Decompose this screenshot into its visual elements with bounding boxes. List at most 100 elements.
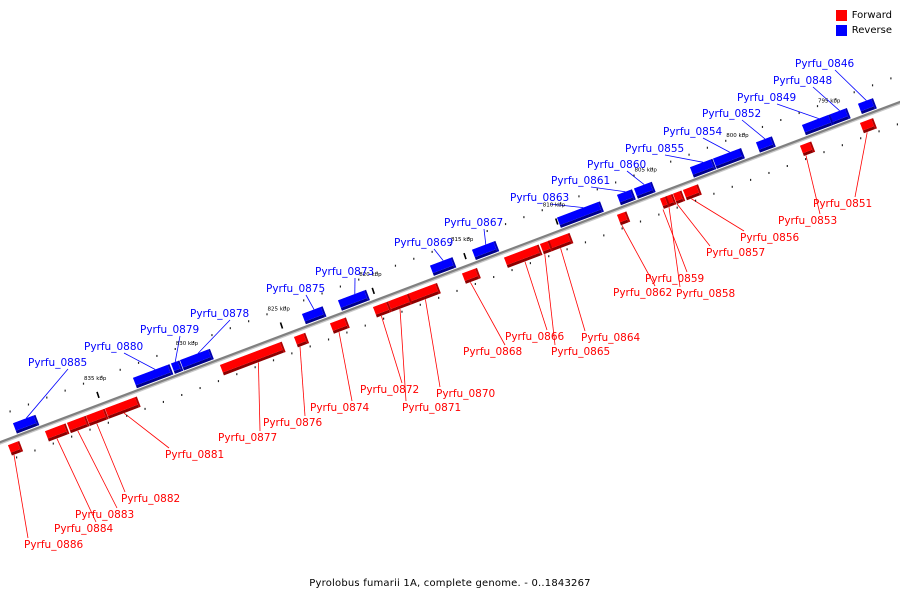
gene-label[interactable]: Pyrfu_0867	[444, 217, 503, 229]
gene-label[interactable]: Pyrfu_0854	[663, 126, 723, 138]
gene-block[interactable]	[13, 414, 40, 434]
gene-block[interactable]	[430, 257, 457, 276]
gene-block[interactable]	[800, 141, 816, 156]
gene-block[interactable]	[45, 423, 70, 442]
gene-label[interactable]: Pyrfu_0870	[436, 388, 495, 400]
major-tick	[96, 391, 100, 399]
gene-block-top	[302, 306, 322, 316]
gene-block-face	[408, 283, 438, 302]
gene-block-top	[756, 137, 771, 145]
gene-block[interactable]	[462, 267, 481, 284]
gene-label[interactable]: Pyrfu_0860	[587, 159, 646, 171]
gene-label[interactable]: Pyrfu_0846	[795, 58, 855, 70]
gene-label[interactable]: Pyrfu_0882	[121, 493, 180, 505]
gene-block[interactable]	[472, 240, 500, 261]
gene-block[interactable]	[294, 332, 310, 348]
gene-block[interactable]	[683, 184, 702, 201]
gene-block[interactable]	[86, 408, 109, 426]
gene-label[interactable]: Pyrfu_0856	[740, 232, 800, 244]
gene-block-end	[809, 141, 816, 153]
gene-label[interactable]: Pyrfu_0859	[645, 273, 704, 285]
gene-block[interactable]	[860, 118, 877, 134]
gene-block[interactable]	[133, 364, 174, 389]
gene-block[interactable]	[713, 147, 745, 169]
gene-label[interactable]: Pyrfu_0863	[510, 192, 569, 204]
gene-label[interactable]: Pyrfu_0849	[737, 92, 796, 104]
gene-label[interactable]: Pyrfu_0869	[394, 237, 453, 249]
gene-block[interactable]	[388, 293, 413, 312]
gene-label[interactable]: Pyrfu_0875	[266, 283, 325, 295]
gene-block[interactable]	[617, 189, 636, 206]
gene-label[interactable]: Pyrfu_0851	[813, 198, 872, 210]
gene-label[interactable]: Pyrfu_0878	[190, 308, 249, 320]
gene-block[interactable]	[830, 107, 851, 125]
gene-block-shadow	[107, 404, 139, 419]
gene-label[interactable]: Pyrfu_0886	[24, 539, 84, 551]
gene-block[interactable]	[666, 193, 677, 207]
minor-tick	[474, 282, 476, 285]
gene-block-shadow	[296, 340, 308, 348]
gene-label[interactable]: Pyrfu_0879	[140, 324, 199, 336]
gene-labels: Pyrfu_0846 Pyrfu_0848 Pyrfu_0849 Pyrfu_0851…	[24, 58, 872, 551]
gene-block[interactable]	[105, 396, 141, 419]
gene-label[interactable]: Pyrfu_0853	[778, 215, 837, 227]
gene-label[interactable]: Pyrfu_0848	[773, 75, 832, 87]
gene-label[interactable]: Pyrfu_0866	[505, 331, 565, 343]
gene-label[interactable]: Pyrfu_0881	[165, 449, 224, 461]
gene-block-top	[713, 148, 740, 161]
gene-label[interactable]: Pyrfu_0868	[463, 346, 522, 358]
gene-block[interactable]	[408, 282, 441, 305]
gene-block[interactable]	[540, 240, 554, 255]
gene-block[interactable]	[673, 190, 686, 205]
gene-label[interactable]: Pyrfu_0873	[315, 266, 374, 278]
gene-label[interactable]: Pyrfu_0861	[551, 175, 610, 187]
gene-block[interactable]	[338, 289, 370, 311]
minor-tick	[27, 403, 30, 406]
gene-block[interactable]	[302, 306, 327, 325]
gene-block[interactable]	[67, 415, 90, 434]
gene-leader-line	[691, 198, 745, 232]
gene-block[interactable]	[617, 211, 631, 226]
gene-block-top	[660, 196, 666, 201]
gene-label[interactable]: Pyrfu_0864	[581, 332, 641, 344]
gene-block-end	[134, 396, 141, 408]
gene-block[interactable]	[802, 114, 834, 136]
gene-block[interactable]	[373, 301, 392, 318]
gene-block[interactable]	[548, 232, 574, 252]
tick-label: 825 kbp	[268, 307, 291, 313]
gene-block[interactable]	[634, 181, 656, 199]
gene-label[interactable]: Pyrfu_0874	[310, 402, 370, 414]
gene-label[interactable]: Pyrfu_0876	[263, 417, 323, 429]
gene-block[interactable]	[180, 348, 214, 371]
tick-label: 830 kbp	[176, 341, 199, 347]
gene-label[interactable]: Pyrfu_0865	[551, 346, 610, 358]
gene-block-top	[472, 241, 495, 252]
gene-block[interactable]	[756, 136, 776, 153]
major-tick	[279, 322, 284, 329]
gene-block[interactable]	[330, 317, 350, 334]
gene-label[interactable]: Pyrfu_0871	[402, 402, 461, 414]
gene-block[interactable]	[557, 201, 604, 228]
gene-block[interactable]	[690, 158, 717, 178]
gene-block[interactable]	[220, 341, 286, 376]
gene-label[interactable]: Pyrfu_0877	[218, 432, 277, 444]
gene-label[interactable]: Pyrfu_0858	[676, 288, 735, 300]
gene-label[interactable]: Pyrfu_0857	[706, 247, 765, 259]
gene-label[interactable]: Pyrfu_0855	[625, 143, 684, 155]
gene-leader-line	[702, 137, 730, 153]
backbone-line	[0, 100, 900, 444]
gene-block[interactable]	[504, 244, 543, 268]
gene-label[interactable]: Pyrfu_0883	[75, 509, 134, 521]
gene-label[interactable]: Pyrfu_0884	[54, 523, 114, 535]
gene-label[interactable]: Pyrfu_0872	[360, 384, 419, 396]
minor-tick	[438, 296, 440, 299]
gene-block[interactable]	[8, 440, 24, 456]
gene-label[interactable]: Pyrfu_0885	[28, 357, 87, 369]
gene-label[interactable]: Pyrfu_0852	[702, 108, 761, 120]
gene-block[interactable]	[858, 98, 877, 115]
gene-block[interactable]	[660, 196, 671, 209]
gene-block[interactable]	[171, 360, 184, 374]
minor-tick	[504, 223, 507, 226]
gene-label[interactable]: Pyrfu_0880	[84, 341, 143, 353]
gene-label[interactable]: Pyrfu_0862	[613, 287, 672, 299]
